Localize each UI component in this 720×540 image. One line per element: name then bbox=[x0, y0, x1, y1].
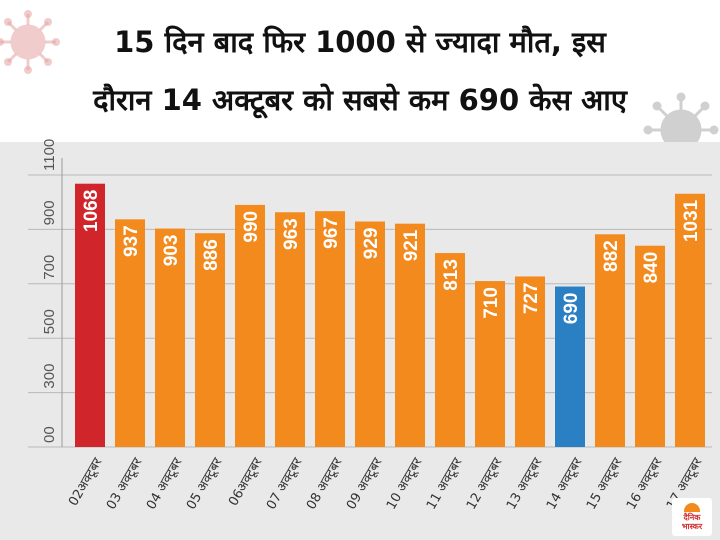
x-tick-label: 12 अक्टूबर bbox=[464, 455, 506, 512]
virus-icon bbox=[0, 10, 60, 74]
y-tick-label: 500 bbox=[41, 309, 58, 334]
bar-value-label: 1068 bbox=[81, 190, 102, 232]
y-axis: 00 300 500 700 900 1100 bbox=[41, 139, 63, 447]
bar-value-label: 690 bbox=[561, 293, 582, 325]
virus-icon bbox=[643, 92, 719, 150]
sun-icon bbox=[684, 503, 700, 512]
y-tick-label: 1100 bbox=[41, 139, 58, 171]
x-tick-label: 14 अक्टूबर bbox=[544, 455, 586, 512]
brand-line-1: दैनिक bbox=[683, 513, 701, 522]
bar bbox=[595, 234, 625, 447]
bar bbox=[115, 219, 145, 447]
x-tick-label: 02अक्टूबर bbox=[66, 455, 106, 509]
bar-value-label: 903 bbox=[161, 235, 182, 267]
bar-value-label: 727 bbox=[521, 282, 542, 314]
bar bbox=[435, 253, 465, 447]
bar bbox=[195, 233, 225, 447]
bar-value-label: 963 bbox=[281, 218, 302, 250]
bar-value-label: 921 bbox=[401, 229, 422, 261]
y-tick-label: 300 bbox=[41, 364, 58, 389]
x-tick-label: 03 अक्टूबर bbox=[104, 455, 146, 512]
x-tick-label: 05 अक्टूबर bbox=[184, 455, 226, 512]
x-tick-label: 09 अक्टूबर bbox=[344, 455, 386, 512]
bar-value-label: 886 bbox=[201, 239, 222, 271]
bar bbox=[275, 212, 305, 447]
bar bbox=[155, 228, 185, 447]
bar-value-label: 990 bbox=[241, 211, 262, 243]
x-tick-label: 08 अक्टूबर bbox=[304, 455, 346, 512]
bar-value-label: 813 bbox=[441, 259, 462, 291]
brand-logo: दैनिक भास्कर bbox=[672, 498, 712, 536]
bar bbox=[75, 183, 105, 448]
x-tick-label: 15 अक्टूबर bbox=[584, 455, 626, 512]
bar-value-label: 967 bbox=[321, 217, 342, 249]
bar bbox=[315, 211, 345, 447]
x-tick-label: 07 अक्टूबर bbox=[264, 455, 306, 512]
brand-line-2: भास्कर bbox=[681, 522, 703, 531]
bar bbox=[235, 204, 265, 447]
bar bbox=[555, 286, 585, 447]
y-tick-label: 00 bbox=[41, 426, 58, 443]
bar bbox=[395, 223, 425, 447]
x-tick-label: 11 अक्टूबर bbox=[424, 455, 466, 512]
bars bbox=[75, 183, 705, 448]
bar bbox=[355, 221, 385, 447]
chart-title-line-2: दौरान 14 अक्टूबर को सबसे कम 690 केस आए bbox=[93, 83, 627, 117]
x-tick-label: 10 अक्टूबर bbox=[384, 455, 426, 512]
x-tick-label: 06अक्टूबर bbox=[226, 455, 266, 509]
bar bbox=[515, 276, 545, 447]
bar bbox=[635, 245, 665, 447]
bar-value-label: 882 bbox=[601, 240, 622, 272]
y-tick-label: 900 bbox=[41, 200, 58, 225]
bar-value-label: 1031 bbox=[681, 199, 702, 242]
bar-value-label: 840 bbox=[641, 252, 662, 284]
bar-value-label: 937 bbox=[121, 225, 142, 257]
x-tick-label: 04 अक्टूबर bbox=[144, 455, 186, 512]
bar bbox=[675, 193, 705, 447]
y-tick-label: 700 bbox=[41, 255, 58, 280]
chart-title-line-1: 15 दिन बाद फिर 1000 से ज्यादा मौत, इस bbox=[114, 25, 606, 59]
value-labels: 1068 937 903 886 990 963 967 929 921 813 710 727 690… bbox=[81, 190, 702, 325]
chart-header: 15 दिन बाद फिर 1000 से ज्यादा मौत, इस दौ… bbox=[0, 0, 720, 150]
bar bbox=[475, 281, 505, 447]
x-tick-label: 16 अक्टूबर bbox=[624, 455, 666, 512]
x-tick-label: 13 अक्टूबर bbox=[504, 455, 546, 512]
bar-value-label: 710 bbox=[481, 287, 502, 319]
bar-value-label: 929 bbox=[361, 228, 382, 260]
